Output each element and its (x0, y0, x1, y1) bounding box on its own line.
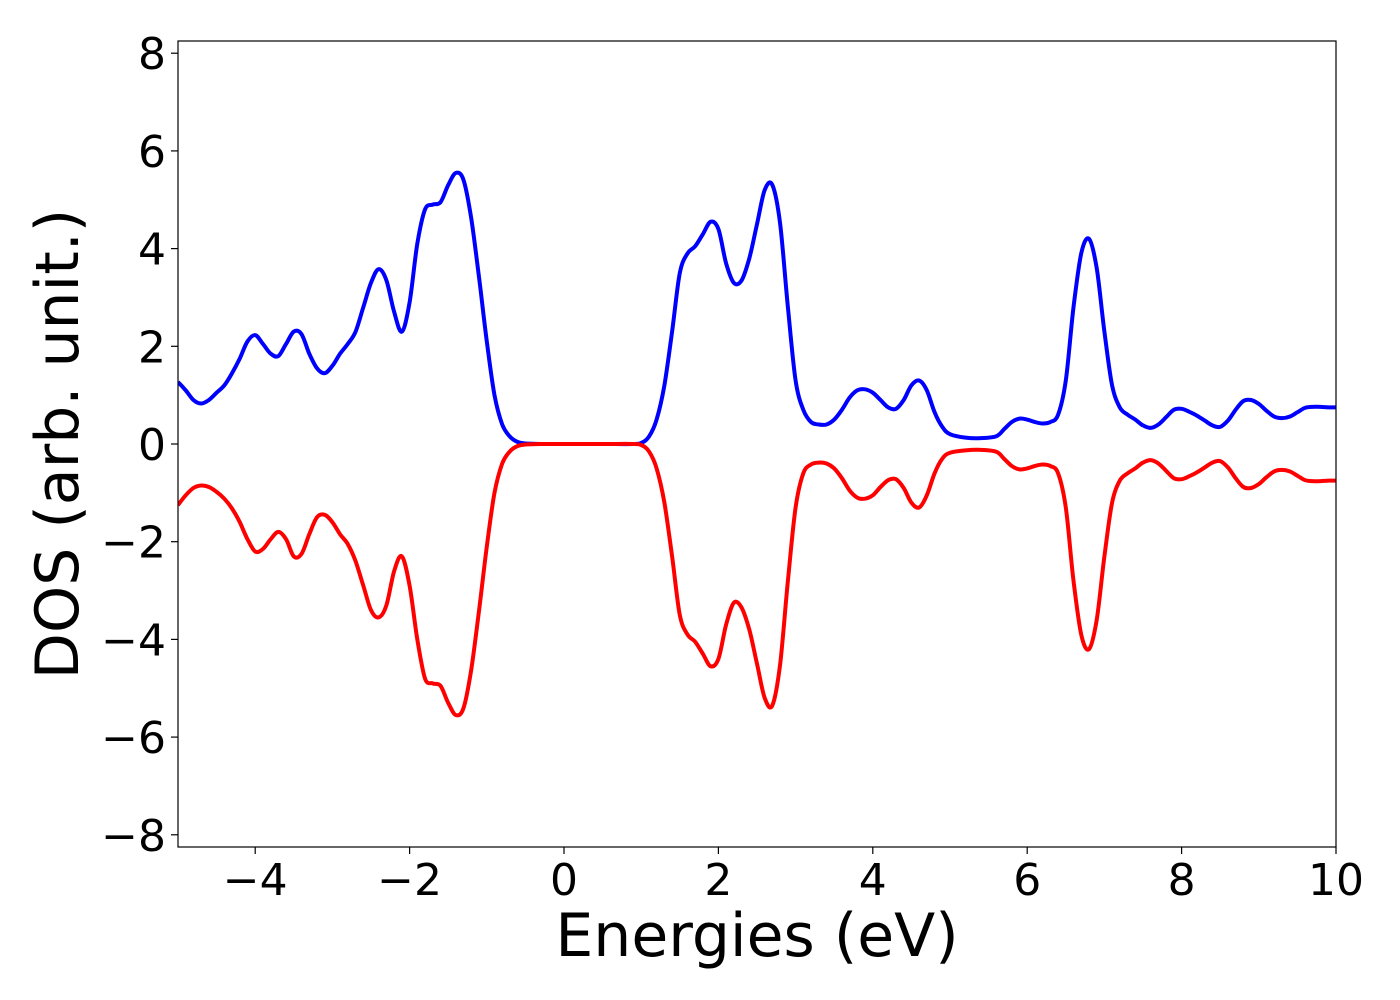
x-tick-label: 2 (704, 855, 732, 906)
x-axis: −4 −2 0 2 4 6 8 10 (223, 847, 1364, 906)
x-tick-label: 8 (1168, 855, 1196, 906)
x-tick-label: −4 (223, 855, 288, 906)
x-axis-title: Energies (eV) (555, 901, 958, 971)
y-tick-label: −4 (101, 615, 166, 666)
y-tick-label: −2 (101, 518, 166, 569)
x-tick-label: 0 (550, 855, 578, 906)
y-axis-title: DOS (arb. unit.) (23, 209, 93, 679)
series-line-1 (178, 170, 1336, 447)
x-tick-label: 6 (1013, 855, 1041, 906)
y-tick-label: 0 (138, 420, 166, 471)
x-tick-label: 10 (1308, 855, 1364, 906)
y-axis: 8 6 4 2 0 −2 −4 −6 −8 (101, 29, 178, 862)
y-tick-label: −8 (101, 811, 166, 862)
y-tick-label: 4 (138, 225, 166, 276)
x-tick-label: −2 (377, 855, 442, 906)
y-tick-label: −6 (101, 713, 166, 764)
plot-frame (177, 40, 1337, 848)
y-tick-label: 8 (138, 29, 166, 80)
series-layer (178, 170, 1336, 718)
x-tick-label: 4 (859, 855, 887, 906)
series-line-2 (178, 441, 1336, 718)
y-tick-label: 6 (138, 127, 166, 178)
y-tick-label: 2 (138, 322, 166, 373)
